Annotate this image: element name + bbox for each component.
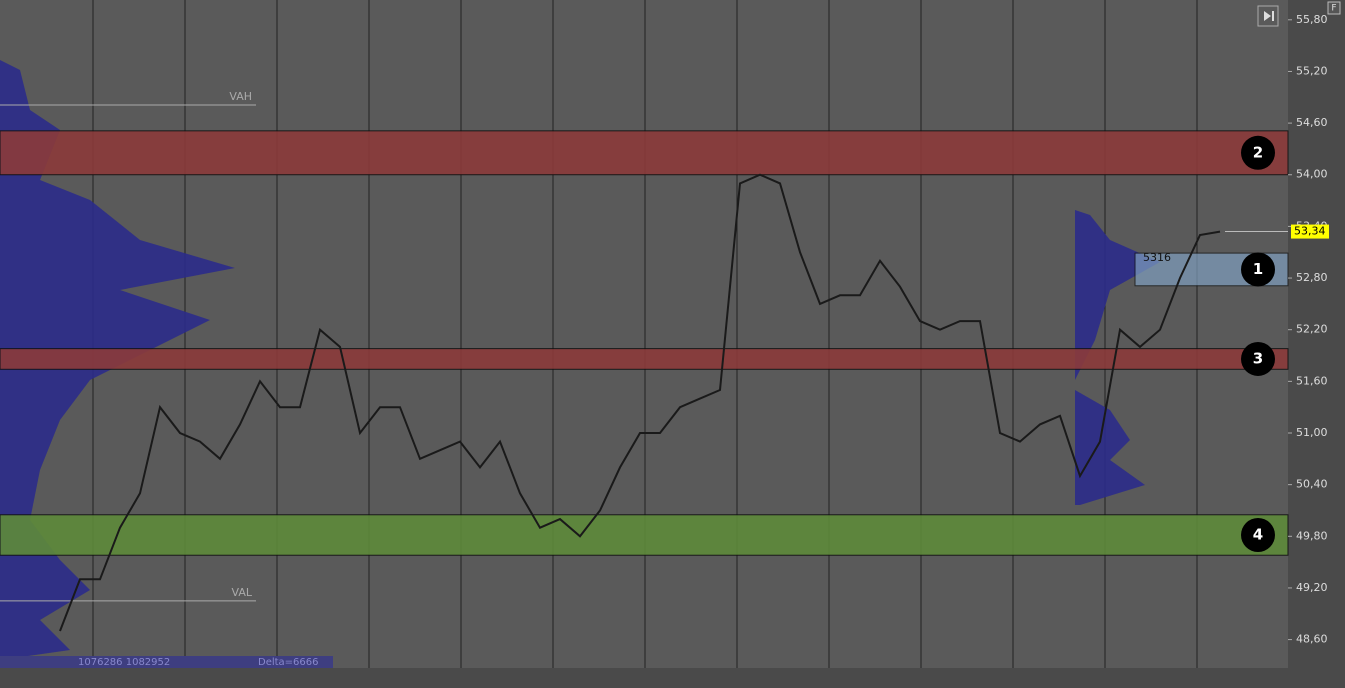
y-tick-label: 50,40 — [1296, 478, 1328, 491]
y-tick-label: 52,20 — [1296, 323, 1328, 336]
plot-area — [0, 0, 1288, 668]
zone-badge — [1241, 135, 1275, 170]
zone-label: 1 — [1253, 260, 1263, 278]
y-tick-label: 51,60 — [1296, 374, 1328, 387]
footer-volume: 1076286 1082952 — [78, 657, 170, 668]
vertical-grid — [92, 0, 1198, 668]
y-tick-label: 54,00 — [1296, 168, 1328, 181]
zone-badge — [1241, 252, 1275, 287]
last-price-box — [1291, 224, 1329, 239]
y-tick-label: 49,20 — [1296, 581, 1328, 594]
zone — [0, 514, 1289, 556]
annotation: 5316 — [1143, 251, 1171, 264]
y-tick-label: 52,80 — [1296, 271, 1328, 284]
y-tick-label: 51,00 — [1296, 426, 1328, 439]
y-tick-label: 55,20 — [1296, 64, 1328, 77]
corner-button[interactable] — [1327, 1, 1341, 15]
zone — [0, 130, 1289, 176]
zone-label: 4 — [1253, 526, 1263, 544]
price-line — [59, 173, 1221, 632]
footer-delta: Delta=6666 — [258, 657, 319, 668]
y-tick-label: 55,80 — [1296, 13, 1328, 26]
price-axis — [1288, 0, 1345, 688]
time-axis — [0, 668, 1288, 688]
zone-label: 2 — [1253, 143, 1263, 161]
play-button[interactable] — [1257, 5, 1279, 27]
y-tick-label: 49,80 — [1296, 529, 1328, 542]
footer-bar — [0, 656, 333, 668]
zone — [0, 348, 1289, 370]
zone-badge — [1241, 341, 1275, 376]
level-label: VAH — [229, 90, 252, 103]
level-label: VAL — [232, 586, 253, 599]
play-icon — [1264, 11, 1274, 21]
last-price-label: 53,34 — [1294, 225, 1326, 238]
y-tick-label: 54,60 — [1296, 116, 1328, 129]
y-tick-label: 48,60 — [1296, 633, 1328, 646]
zone-badge — [1241, 518, 1275, 553]
volume-profile — [1075, 210, 1160, 505]
corner-button-label: F — [1331, 4, 1336, 14]
zone-label: 3 — [1253, 349, 1263, 367]
